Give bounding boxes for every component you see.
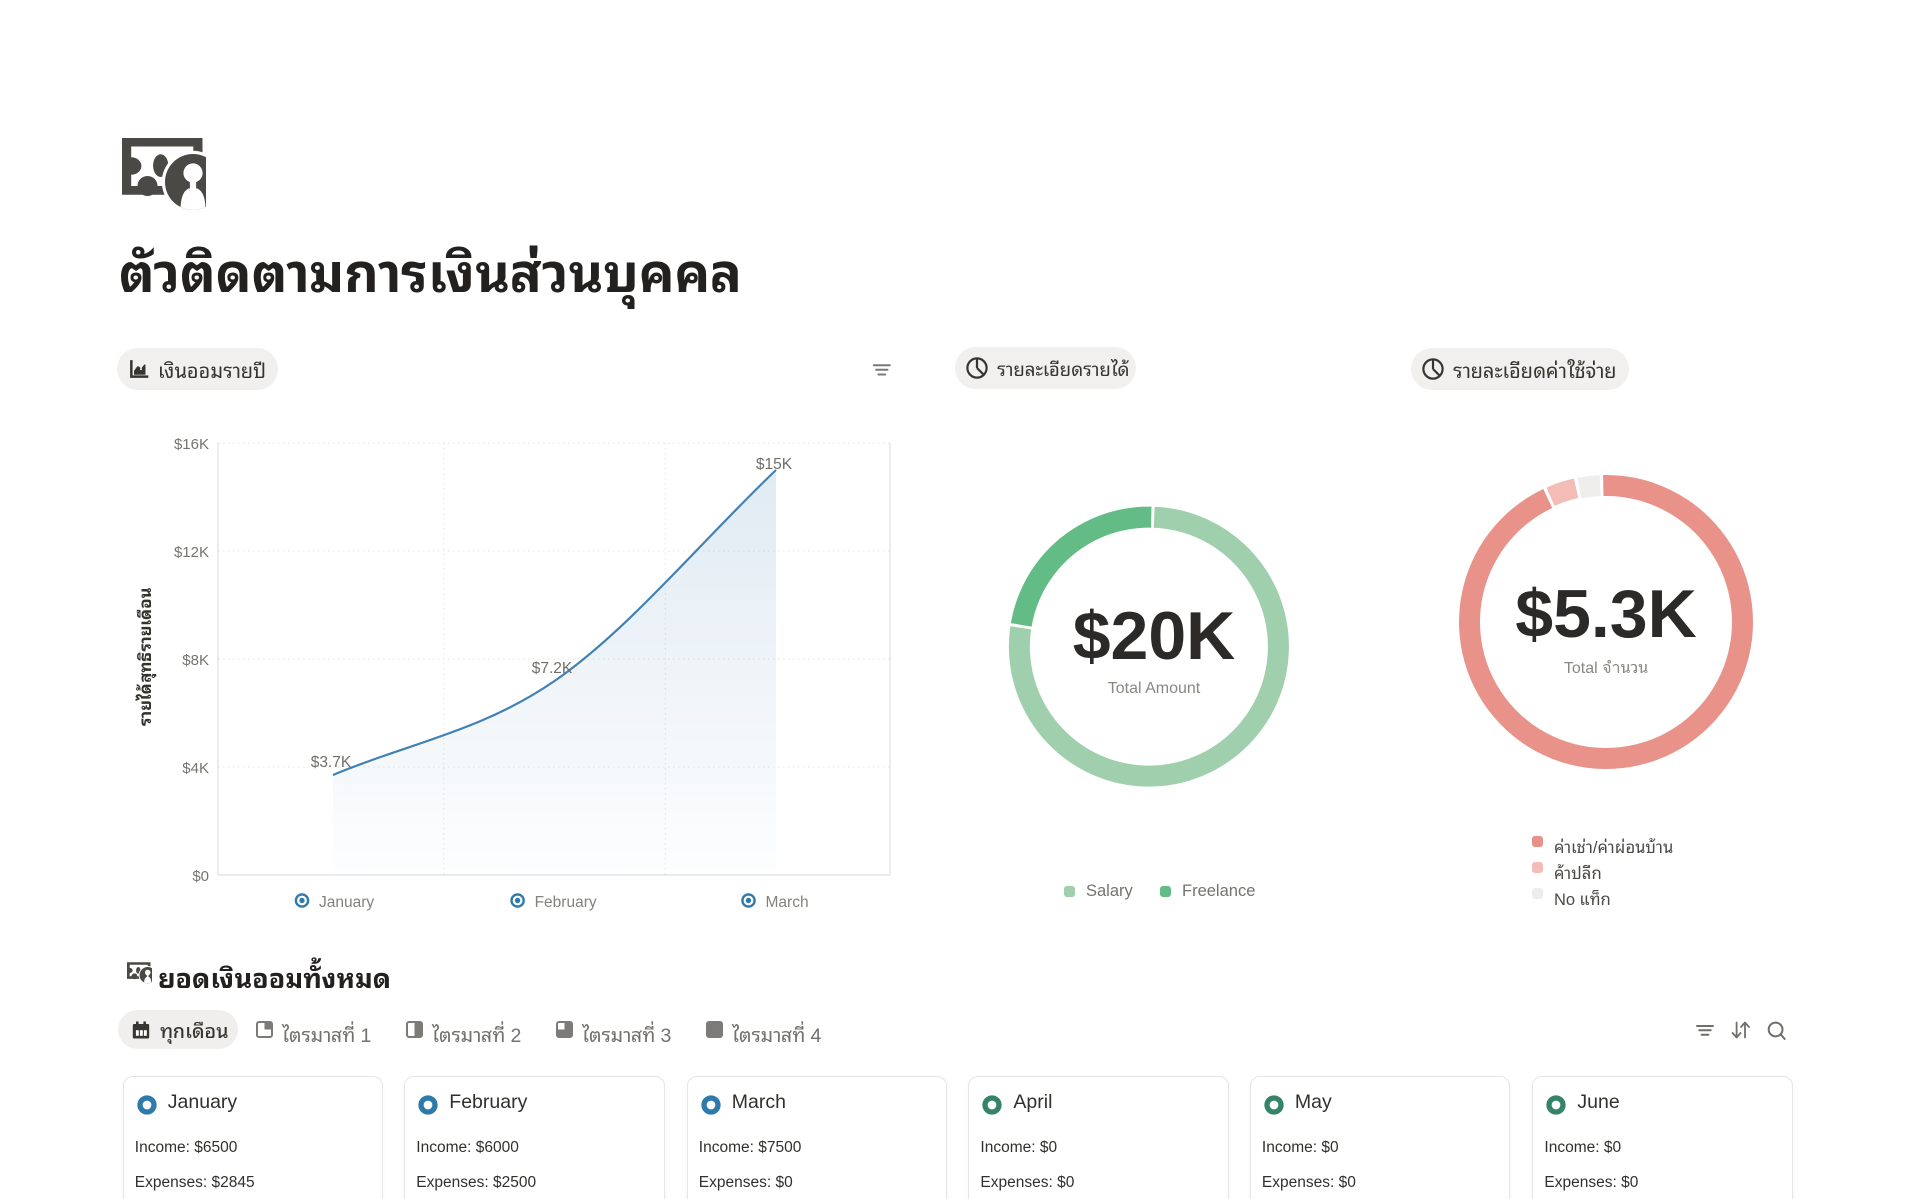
- svg-text:February: February: [535, 894, 597, 911]
- svg-text:$12K: $12K: [174, 544, 209, 561]
- svg-text:$8K: $8K: [182, 652, 209, 669]
- svg-text:$0: $0: [192, 868, 209, 885]
- svg-text:$15K: $15K: [756, 456, 793, 473]
- svg-text:รายได้สุทธิรายเดือน: รายได้สุทธิรายเดือน: [130, 587, 157, 726]
- svg-text:January: January: [319, 894, 374, 911]
- svg-text:March: March: [766, 894, 809, 911]
- svg-text:$16K: $16K: [174, 436, 209, 453]
- svg-text:$3.7K: $3.7K: [311, 754, 352, 771]
- svg-text:$7.2K: $7.2K: [532, 660, 573, 677]
- svg-text:$4K: $4K: [182, 760, 209, 777]
